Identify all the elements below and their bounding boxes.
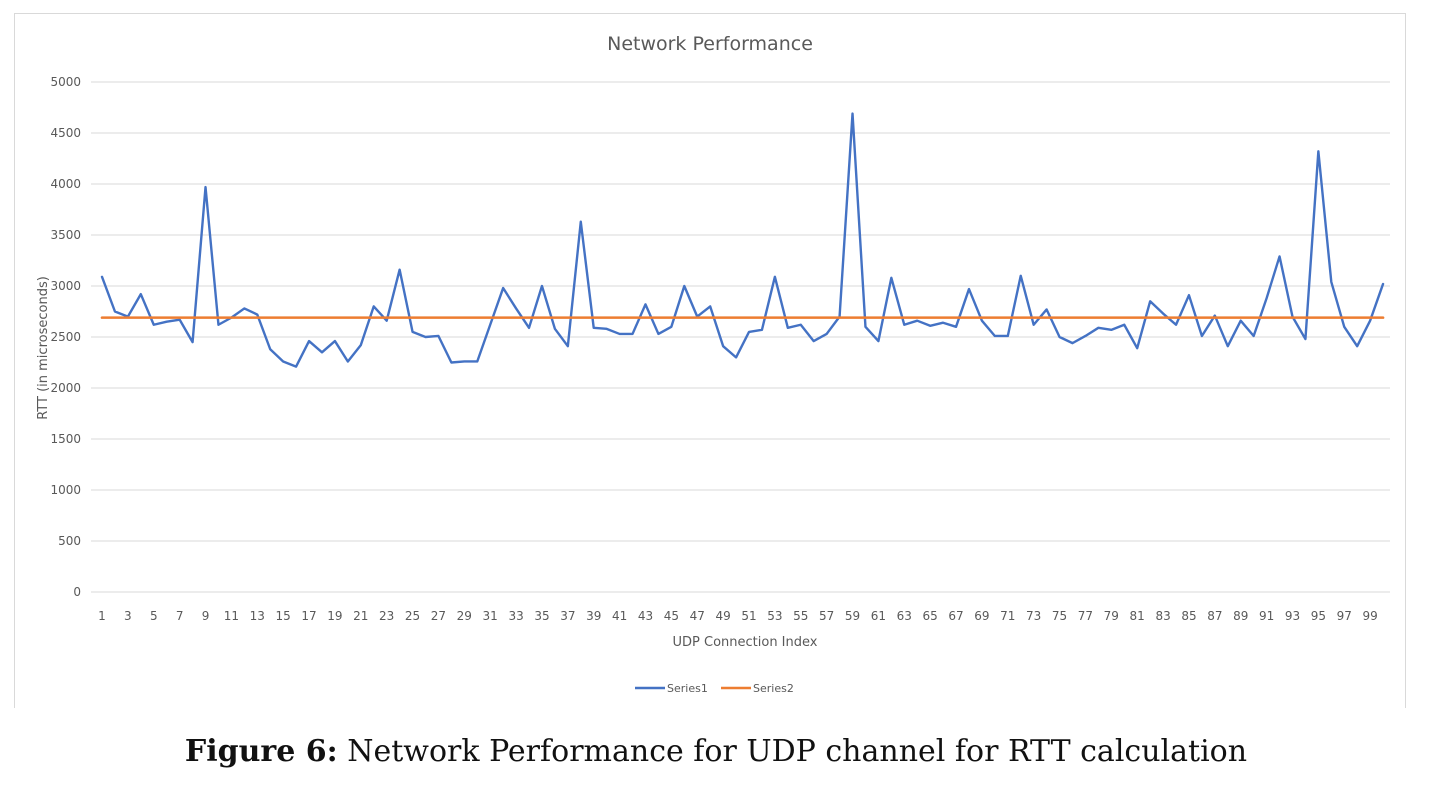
x-tick-label: 61 <box>871 609 886 623</box>
x-tick-label: 5 <box>150 609 158 623</box>
y-tick-label: 1500 <box>50 432 81 446</box>
x-tick-label: 33 <box>508 609 523 623</box>
x-tick-label: 21 <box>353 609 368 623</box>
x-tick-label: 59 <box>845 609 860 623</box>
x-axis-title: UDP Connection Index <box>673 635 818 650</box>
x-tick-label: 63 <box>897 609 912 623</box>
x-tick-label: 3 <box>124 609 132 623</box>
legend: Series1 Series2 <box>635 682 794 695</box>
y-tick-label: 5000 <box>50 75 81 89</box>
line-chart: Network Performance 0 500 1000 1500 2000 2500… <box>36 33 1390 695</box>
y-tick-label: 3500 <box>50 228 81 242</box>
x-tick-label: 53 <box>767 609 782 623</box>
y-tick-label: 2500 <box>50 330 81 344</box>
x-tick-label: 51 <box>741 609 756 623</box>
x-tick-label: 65 <box>923 609 938 623</box>
x-tick-label: 49 <box>715 609 730 623</box>
x-tick-label: 81 <box>1130 609 1145 623</box>
x-tick-label: 47 <box>690 609 705 623</box>
legend-label-series1: Series1 <box>667 682 708 695</box>
x-tick-label: 11 <box>224 609 239 623</box>
x-tick-label: 15 <box>276 609 291 623</box>
x-tick-label: 75 <box>1052 609 1067 623</box>
x-tick-label: 9 <box>202 609 210 623</box>
x-axis-ticks: 1 3 5 7 9 11 13 15 17 19 21 23 25 27 29 31 33 35 37 39 41 43 4… <box>98 609 1378 623</box>
y-axis-title: RTT (in microseconds) <box>36 276 51 420</box>
x-tick-label: 71 <box>1000 609 1015 623</box>
x-tick-label: 57 <box>819 609 834 623</box>
x-tick-label: 17 <box>301 609 316 623</box>
x-tick-label: 31 <box>483 609 498 623</box>
x-tick-label: 23 <box>379 609 394 623</box>
x-tick-label: 41 <box>612 609 627 623</box>
x-tick-label: 79 <box>1104 609 1119 623</box>
x-tick-label: 93 <box>1285 609 1300 623</box>
x-tick-label: 1 <box>98 609 106 623</box>
figure-caption: Figure 6: Network Performance for UDP ch… <box>0 734 1432 769</box>
x-tick-label: 91 <box>1259 609 1274 623</box>
x-tick-label: 27 <box>431 609 446 623</box>
chart-frame: Network Performance 0 500 1000 1500 2000 2500… <box>14 13 1406 708</box>
x-tick-label: 29 <box>457 609 472 623</box>
x-tick-label: 89 <box>1233 609 1248 623</box>
x-tick-label: 69 <box>974 609 989 623</box>
x-tick-label: 77 <box>1078 609 1093 623</box>
y-axis-ticks: 0 500 1000 1500 2000 2500 3000 3500 4000 4500 5000 <box>50 75 81 599</box>
chart-title: Network Performance <box>607 33 813 55</box>
x-tick-label: 35 <box>534 609 549 623</box>
x-tick-label: 13 <box>250 609 265 623</box>
x-tick-label: 67 <box>948 609 963 623</box>
x-tick-label: 55 <box>793 609 808 623</box>
x-tick-label: 45 <box>664 609 679 623</box>
x-tick-label: 95 <box>1311 609 1326 623</box>
y-tick-label: 1000 <box>50 483 81 497</box>
y-tick-label: 0 <box>73 585 81 599</box>
x-tick-label: 99 <box>1362 609 1377 623</box>
x-tick-label: 73 <box>1026 609 1041 623</box>
gridlines <box>91 81 1390 593</box>
x-tick-label: 7 <box>176 609 184 623</box>
y-tick-label: 2000 <box>50 381 81 395</box>
x-tick-label: 37 <box>560 609 575 623</box>
x-tick-label: 97 <box>1337 609 1352 623</box>
y-tick-label: 4000 <box>50 177 81 191</box>
y-tick-label: 3000 <box>50 279 81 293</box>
y-tick-label: 500 <box>58 534 81 548</box>
legend-label-series2: Series2 <box>753 682 794 695</box>
series-lines <box>100 112 1385 368</box>
x-tick-label: 39 <box>586 609 601 623</box>
x-tick-label: 83 <box>1155 609 1170 623</box>
x-tick-label: 19 <box>327 609 342 623</box>
caption-label: Figure 6: <box>184 734 338 769</box>
x-tick-label: 87 <box>1207 609 1222 623</box>
x-tick-label: 85 <box>1181 609 1196 623</box>
x-tick-label: 25 <box>405 609 420 623</box>
y-tick-label: 4500 <box>50 126 81 140</box>
series-line-series1 <box>100 112 1385 368</box>
caption-text: Network Performance for UDP channel for … <box>337 734 1248 769</box>
x-tick-label: 43 <box>638 609 653 623</box>
